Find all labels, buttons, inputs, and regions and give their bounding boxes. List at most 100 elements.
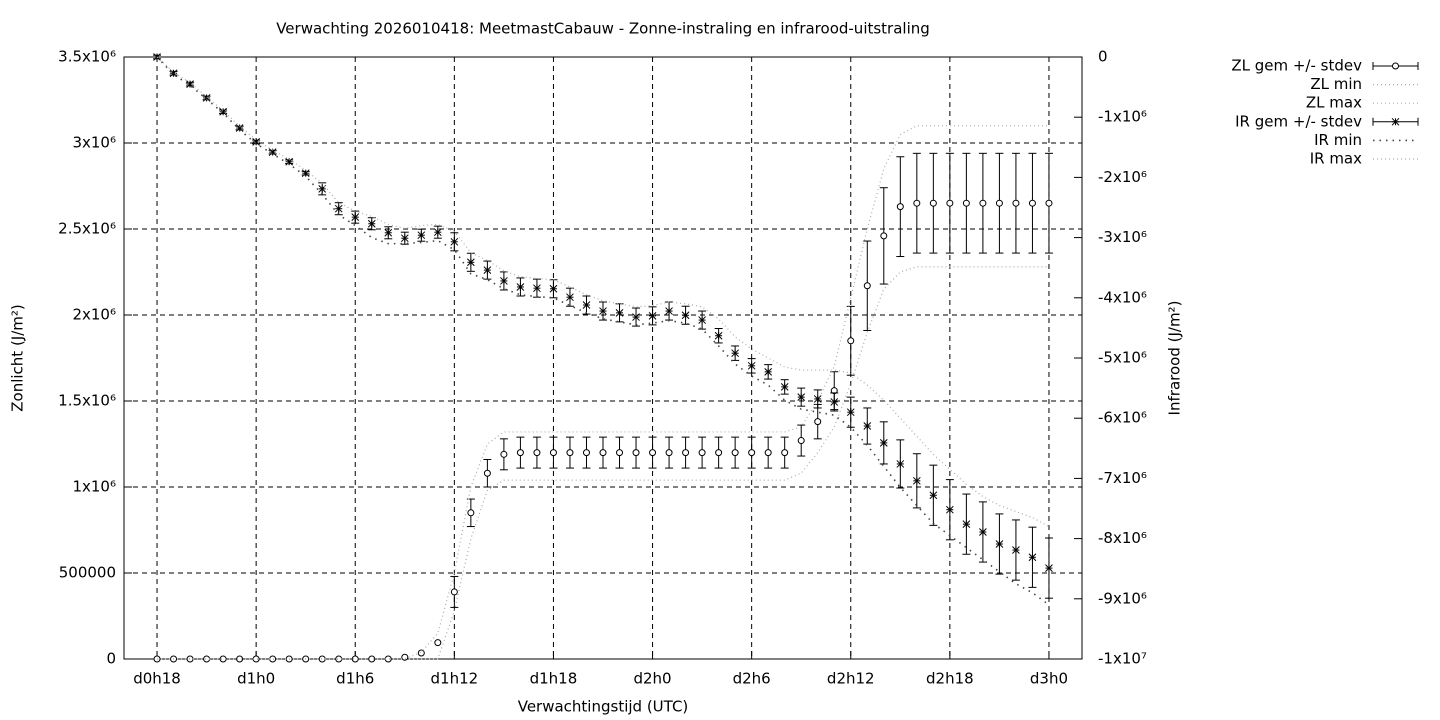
point-marker (962, 199, 970, 207)
y-tick-label: 1x10⁶ (72, 478, 116, 496)
point-marker (929, 491, 938, 500)
point-marker (318, 655, 326, 663)
data-point (978, 501, 987, 563)
point-marker (1045, 564, 1053, 572)
data-point (863, 240, 872, 331)
point-marker (219, 107, 227, 116)
point-marker (632, 313, 640, 321)
data-point (186, 80, 195, 88)
point-marker (186, 655, 194, 663)
point-marker (1028, 199, 1036, 207)
point-marker (417, 231, 426, 240)
data-point (797, 387, 806, 407)
point-marker (549, 284, 558, 293)
y-tick-label: 1.5x10⁶ (58, 392, 116, 410)
legend-marker (1391, 117, 1400, 126)
data-point (565, 436, 574, 469)
point-marker (483, 266, 492, 274)
point-marker (995, 540, 1004, 548)
data-point (698, 436, 707, 469)
legend-label: IR max (1310, 150, 1362, 168)
point-marker (203, 655, 211, 663)
data-point (236, 655, 244, 663)
data-point (846, 396, 855, 428)
point-marker (781, 449, 789, 457)
point-marker (368, 655, 376, 663)
data-point (648, 306, 657, 326)
data-point (252, 655, 260, 663)
x-tick-label: d3h0 (1030, 670, 1068, 688)
y-tick-label: 3.5x10⁶ (58, 48, 116, 66)
data-point (764, 364, 773, 380)
data-point (1028, 152, 1037, 254)
point-marker (269, 655, 277, 663)
data-point (368, 655, 376, 663)
point-marker (582, 449, 590, 457)
point-marker (235, 124, 244, 132)
data-point (962, 152, 971, 254)
legend-label: ZL gem +/- stdev (1231, 57, 1362, 75)
data-point (434, 639, 442, 647)
data-point (929, 152, 938, 254)
data-point (203, 655, 211, 663)
data-point (995, 513, 1004, 575)
data-point (945, 152, 954, 254)
y2-tick-label: -3x10⁶ (1098, 228, 1147, 246)
data-point (219, 655, 227, 663)
y-tick-label: 500000 (59, 564, 116, 582)
point-marker (863, 282, 871, 290)
point-marker (351, 655, 359, 663)
point-marker (434, 639, 442, 647)
y2-tick-label: -4x10⁶ (1098, 288, 1147, 306)
y2-tick-label: -1x10⁷ (1098, 650, 1147, 668)
point-marker (236, 655, 244, 663)
x-tick-label: d1h12 (431, 670, 479, 688)
y2-tick-label: 0 (1098, 48, 1108, 66)
point-marker (599, 449, 607, 457)
data-point (516, 436, 525, 469)
data-point (632, 307, 641, 327)
data-point (417, 228, 426, 242)
point-marker (879, 439, 888, 447)
data-point (417, 649, 425, 657)
point-marker (450, 237, 459, 246)
point-marker (747, 361, 756, 370)
legend-marker (1392, 62, 1399, 70)
point-marker (979, 199, 987, 207)
point-marker (748, 449, 756, 457)
data-point (1044, 537, 1053, 599)
data-point (334, 202, 343, 216)
data-point (714, 328, 723, 344)
y2-tick-label: -5x10⁶ (1098, 349, 1147, 367)
data-point (186, 655, 194, 663)
point-marker (1391, 117, 1400, 126)
point-marker (814, 418, 822, 426)
point-marker (186, 80, 194, 88)
data-point (384, 655, 392, 663)
point-marker (847, 337, 855, 345)
point-marker (1012, 199, 1020, 207)
data-point (863, 407, 872, 445)
y-tick-label: 3x10⁶ (72, 134, 116, 152)
data-point (1011, 152, 1020, 254)
point-marker (351, 213, 360, 221)
data-point (549, 436, 558, 469)
point-marker (780, 383, 789, 391)
point-marker (516, 449, 524, 457)
data-point (483, 458, 492, 488)
point-marker (714, 331, 723, 340)
data-point (301, 169, 310, 178)
data-point (747, 358, 756, 374)
y-tick-label: 2x10⁶ (72, 306, 116, 324)
point-marker (500, 277, 508, 285)
data-point (912, 453, 921, 509)
point-marker (500, 450, 508, 458)
legend-label: ZL max (1306, 94, 1362, 112)
data-point (896, 156, 905, 258)
point-marker (516, 283, 525, 291)
point-marker (417, 649, 425, 657)
data-point (483, 260, 492, 280)
point-marker (665, 449, 673, 457)
